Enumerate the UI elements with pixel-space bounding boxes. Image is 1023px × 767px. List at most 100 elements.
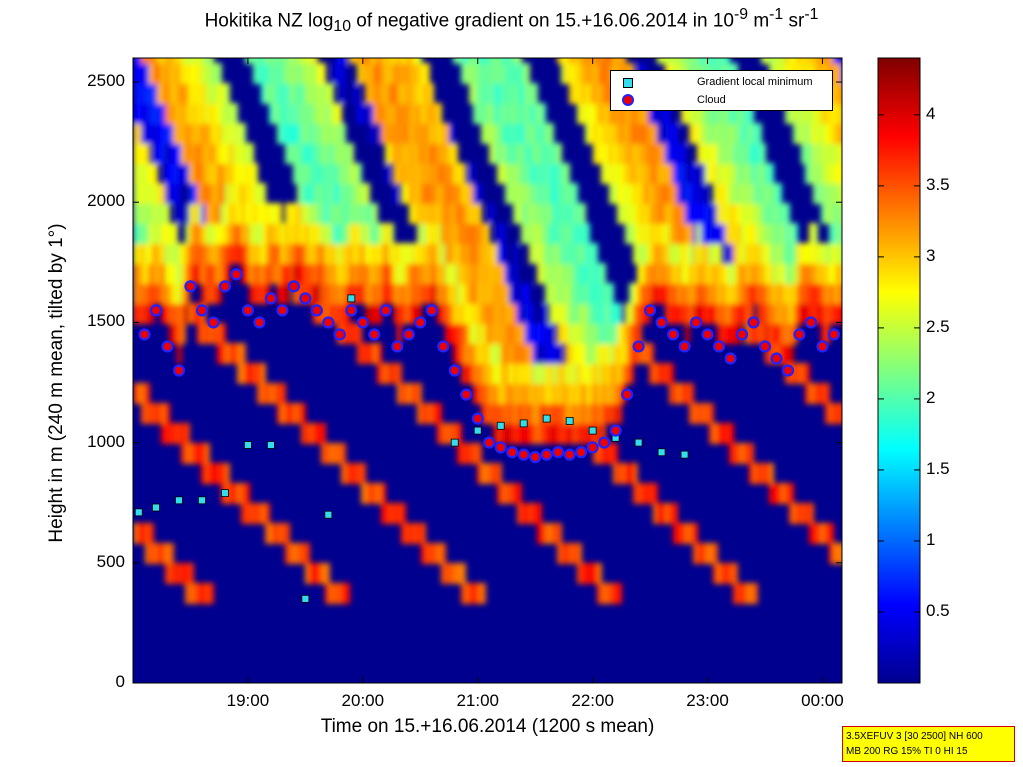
- cloud-marker: [563, 448, 576, 461]
- plot-frame: [132, 57, 843, 684]
- cloud-marker: [758, 340, 772, 353]
- cloud-marker: [483, 436, 496, 449]
- cloud-marker: [460, 388, 473, 401]
- cloud-marker: [218, 280, 232, 293]
- cloud-marker: [172, 364, 186, 377]
- y-tick-label: 1000: [87, 431, 125, 451]
- cloud-marker: [506, 446, 519, 459]
- cloud-marker: [689, 316, 703, 329]
- info-line-1: 3.5XEFUV 3 [30 2500] NH 600: [846, 731, 983, 742]
- cloud-marker: [138, 328, 151, 341]
- colorbar-ticks: [878, 114, 920, 613]
- colorbar-tick-label: 4: [926, 103, 936, 123]
- gradient-minimum-marker: [198, 496, 206, 505]
- gradient-minimum-marker: [473, 426, 482, 435]
- cloud-marker: [195, 304, 209, 317]
- cloud-marker: [793, 328, 806, 341]
- gradient-minimum-marker: [657, 448, 666, 457]
- cloud-marker: [437, 340, 450, 353]
- gradient-minimum-marker: [244, 441, 252, 449]
- gradient-minimum-marker: [324, 510, 333, 519]
- cloud-marker: [666, 328, 680, 341]
- cloud-marker: [402, 328, 415, 341]
- cloud-marker: [643, 304, 657, 317]
- gradient-minimum-marker: [152, 503, 160, 512]
- cloud-marker: [391, 340, 404, 353]
- cloud-marker: [804, 316, 818, 329]
- processing-info-box: 3.5XEFUV 3 [30 2500] NH 600 MB 200 RG 15…: [842, 726, 1015, 762]
- info-line-2: MB 200 RG 15% TI 0 HI 15: [846, 746, 968, 757]
- y-axis-label: Height in m (240 m mean, tilted by 1°): [46, 223, 67, 543]
- cloud-marker: [161, 340, 174, 353]
- cloud-marker: [345, 304, 358, 317]
- cloud-marker: [264, 292, 277, 305]
- cloud-marker: [701, 328, 714, 341]
- gradient-minimum-marker: [634, 438, 643, 447]
- cloud-marker: [230, 268, 243, 281]
- cloud-marker: [241, 304, 255, 317]
- cloud-marker: [299, 292, 312, 305]
- y-tick-label: 1500: [87, 311, 125, 331]
- y-tick-label: 0: [115, 672, 125, 691]
- gradient-minimum-marker: [519, 419, 528, 428]
- cloud-marker: [529, 450, 542, 464]
- cloud-marker: [712, 340, 726, 353]
- cloud-marker: [471, 412, 484, 425]
- cloud-marker: [253, 316, 266, 329]
- cloud-marker: [494, 441, 507, 454]
- cloud-marker: [747, 316, 760, 329]
- gradient-minimum-marker: [565, 417, 574, 425]
- colorbar-tick-label: 2: [926, 387, 936, 407]
- gradient-minimum-marker: [542, 414, 551, 423]
- cloud-marker: [586, 441, 599, 454]
- colorbar-tick-label: 1.5: [926, 458, 950, 478]
- cloud-marker: [575, 446, 588, 459]
- cloud-marker: [322, 316, 335, 329]
- cloud-marker: [448, 364, 461, 377]
- chart-title: Hokitika NZ log10 of negative gradient o…: [204, 6, 819, 36]
- colorbar-tick-label: 3: [926, 245, 936, 265]
- heatmap-field: [133, 58, 842, 604]
- colorbar-tick-label: 1: [926, 529, 936, 549]
- colorbar-tick-label: 0.5: [926, 600, 950, 620]
- cloud-marker: [598, 436, 611, 449]
- gradient-minimum-marker: [347, 294, 356, 303]
- cloud-marker: [368, 328, 381, 341]
- legend-label: Gradient local minimum: [697, 76, 813, 88]
- gradient-minimum-marker: [301, 594, 310, 603]
- x-tick-label: 21:00: [456, 691, 499, 710]
- x-axis-label: Time on 15.+16.06.2014 (1200 s mean): [320, 716, 655, 737]
- cloud-marker: [781, 364, 795, 377]
- cloud-marker: [735, 328, 749, 341]
- cloud-marker: [552, 446, 565, 459]
- cloud-marker: [827, 328, 841, 341]
- gradient-minimum-marker: [266, 441, 275, 449]
- cloud-marker: [356, 316, 369, 329]
- cloud-marker: [333, 328, 346, 341]
- colorbar-tick-label: 3.5: [926, 174, 950, 194]
- cloud-marker: [632, 340, 645, 353]
- gradient-minimum-marker: [588, 426, 597, 435]
- cloud-marker: [770, 352, 783, 365]
- cloud-marker: [414, 316, 427, 329]
- cloud-marker: [540, 448, 553, 461]
- cloud-marker: [276, 304, 289, 317]
- gradient-minimum-marker: [450, 438, 459, 447]
- circle-marker-icon: [622, 94, 634, 106]
- heatmap-cells: [133, 58, 842, 604]
- gradient-minimum-marker: [496, 421, 505, 430]
- cloud-marker: [609, 424, 622, 437]
- legend-entry-gradient-minimum: Gradient local minimum: [611, 74, 832, 92]
- cloud-marker: [425, 304, 438, 317]
- colorbar-tick-label: 2.5: [926, 316, 950, 336]
- x-tick-label: 23:00: [686, 691, 729, 710]
- y-tick-label: 2000: [87, 191, 125, 211]
- cloud-marker: [724, 352, 737, 365]
- gradient-minimum-marker: [221, 489, 229, 497]
- cloud-marker: [816, 340, 829, 353]
- legend: Gradient local minimum Cloud: [610, 70, 833, 111]
- square-marker-icon: [623, 78, 633, 88]
- x-tick-label: 22:00: [571, 691, 614, 710]
